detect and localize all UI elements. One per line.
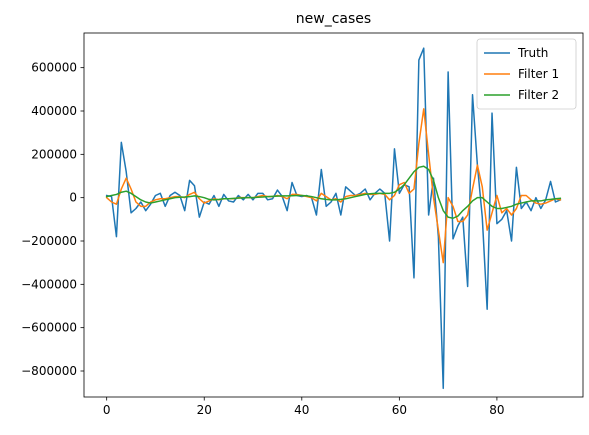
legend-box xyxy=(476,38,577,110)
x-tick-label: 20 xyxy=(197,403,212,417)
series-line-filter-2 xyxy=(105,165,562,219)
chart-title: new_cases xyxy=(296,11,371,27)
x-axis: 0 20 40 60 80 xyxy=(103,397,505,417)
x-tick-label: 60 xyxy=(392,403,407,417)
x-tick-label: 0 xyxy=(103,403,111,417)
x-tick-label: 40 xyxy=(294,403,309,417)
legend: Truth Filter 1 Filter 2 xyxy=(476,38,577,110)
y-tick-label: 400000 xyxy=(31,104,77,118)
y-tick-label: −200000 xyxy=(21,234,77,248)
plot-area xyxy=(83,32,584,398)
legend-label: Filter 2 xyxy=(518,88,559,102)
y-tick-label: −600000 xyxy=(21,321,77,335)
plot-frame xyxy=(83,32,584,398)
x-tick-label: 80 xyxy=(489,403,504,417)
y-tick-label: 200000 xyxy=(31,147,77,161)
legend-label: Filter 1 xyxy=(518,67,559,81)
y-tick-label: 0 xyxy=(69,191,77,205)
y-tick-label: 600000 xyxy=(31,61,77,75)
y-tick-label: −400000 xyxy=(21,277,77,291)
y-axis: −800000 −600000 −400000 −200000 0 200000 40000… xyxy=(21,61,84,378)
series-group xyxy=(105,47,562,390)
y-tick-label: −800000 xyxy=(21,364,77,378)
legend-label: Truth xyxy=(517,46,548,60)
series-line-truth xyxy=(105,47,562,390)
